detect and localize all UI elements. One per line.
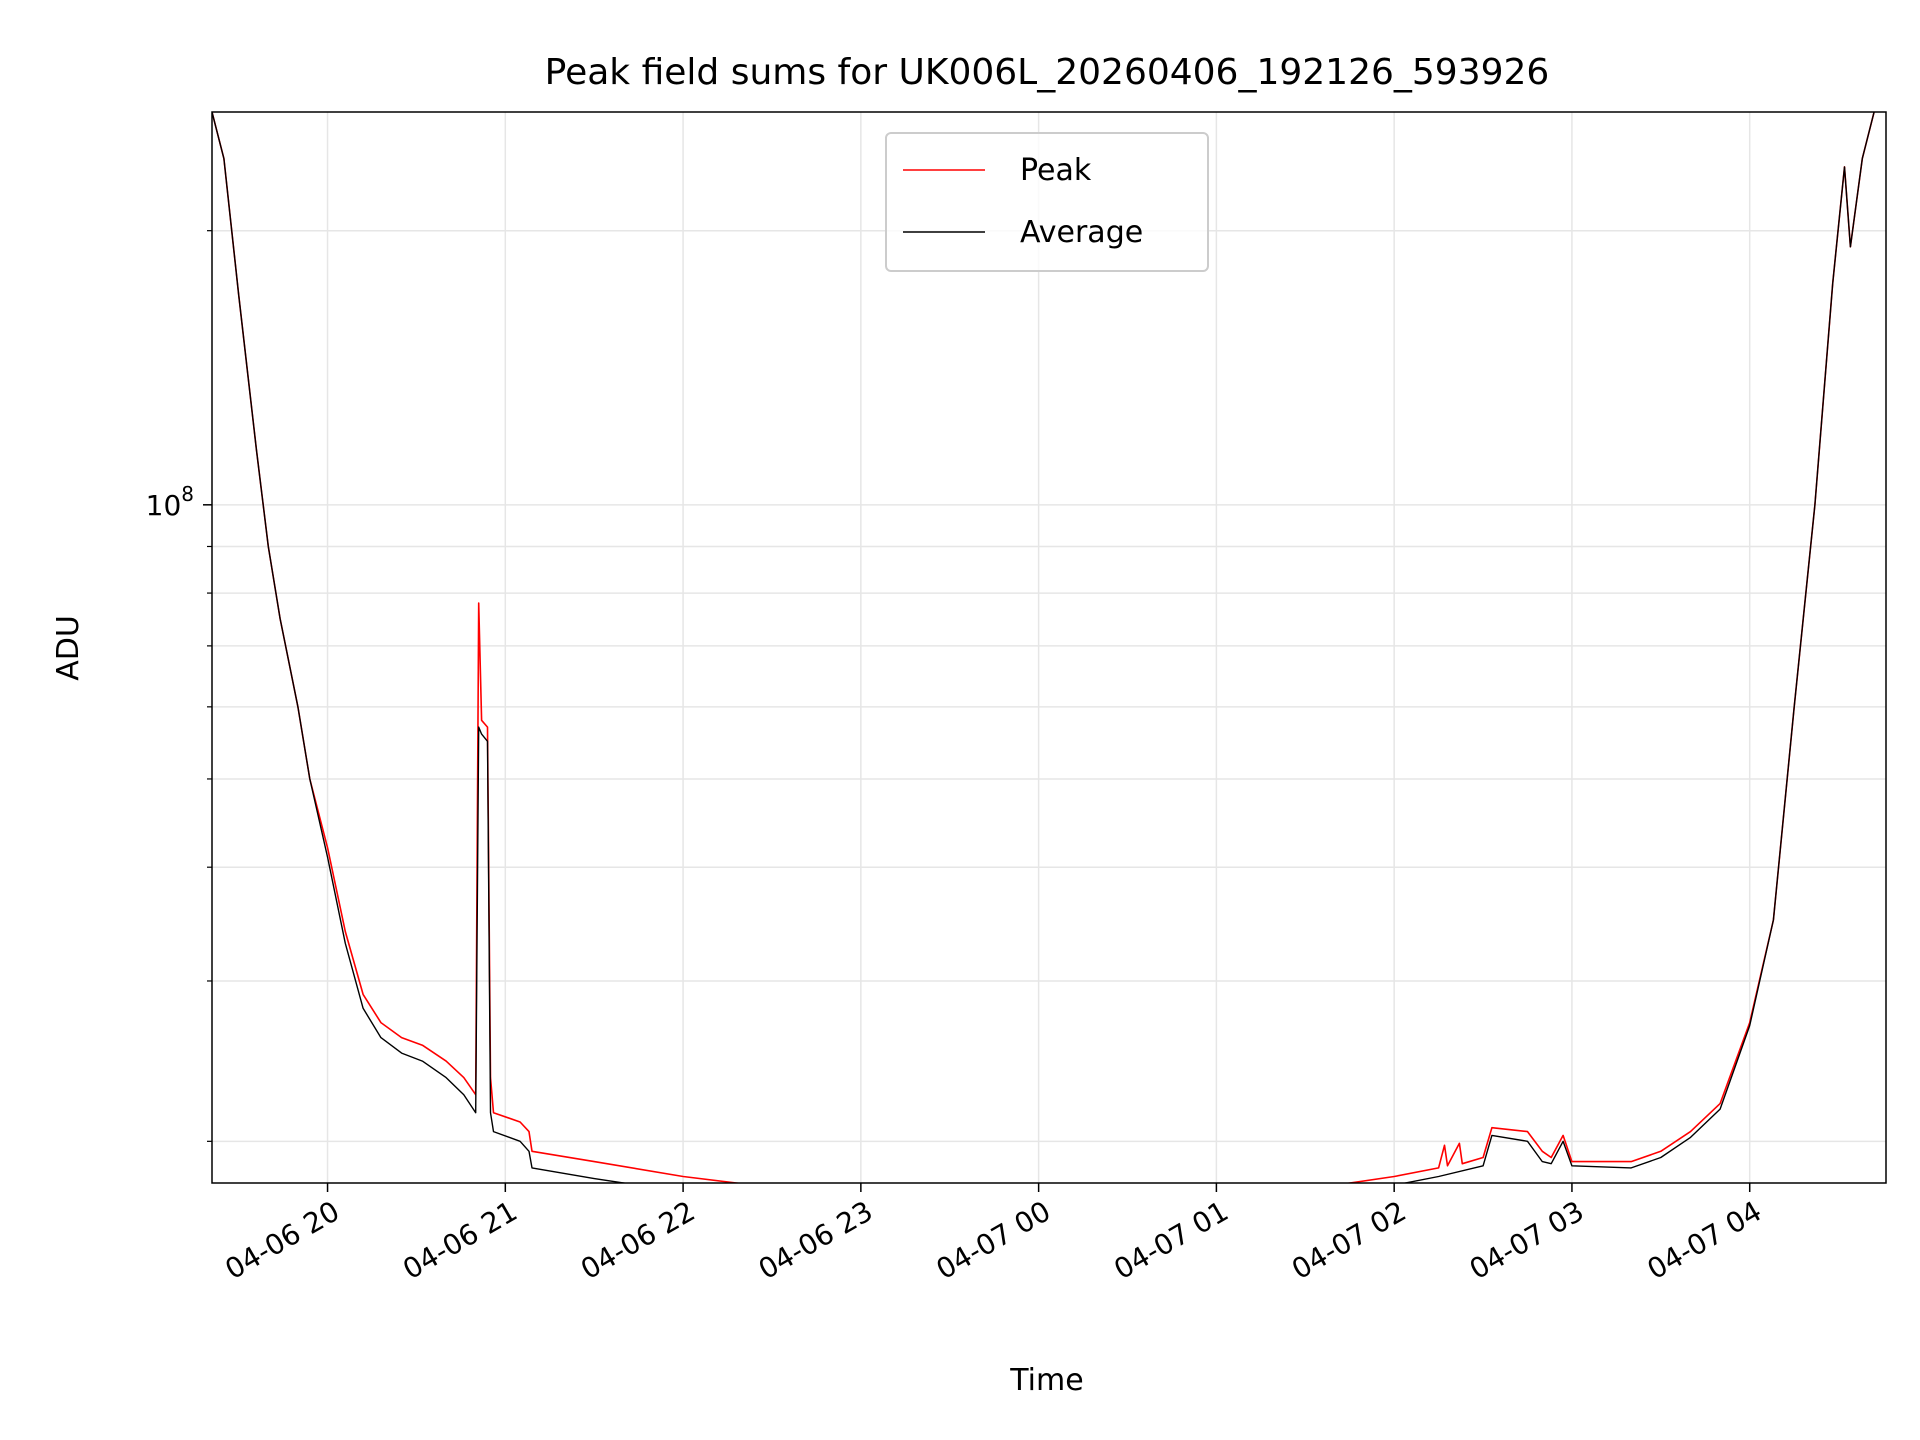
legend-label-average: Average <box>1020 215 1143 250</box>
legend: Peak Average <box>885 132 1209 272</box>
series-layer <box>212 112 1875 1183</box>
grid <box>212 112 1886 1183</box>
legend-box <box>885 132 1209 272</box>
series-line-average <box>212 112 1875 1183</box>
y-axis-label: ADU <box>51 615 86 681</box>
x-axis-label: Time <box>1009 1363 1083 1398</box>
y-axis: 108 <box>146 230 212 1142</box>
legend-label-peak: Peak <box>1020 153 1092 188</box>
series-line-peak <box>212 112 1875 1183</box>
plot-frame <box>211 111 1887 1184</box>
chart-title: Peak field sums for UK006L_20260406_1921… <box>545 52 1550 93</box>
y-tick-label: 108 <box>146 482 194 522</box>
